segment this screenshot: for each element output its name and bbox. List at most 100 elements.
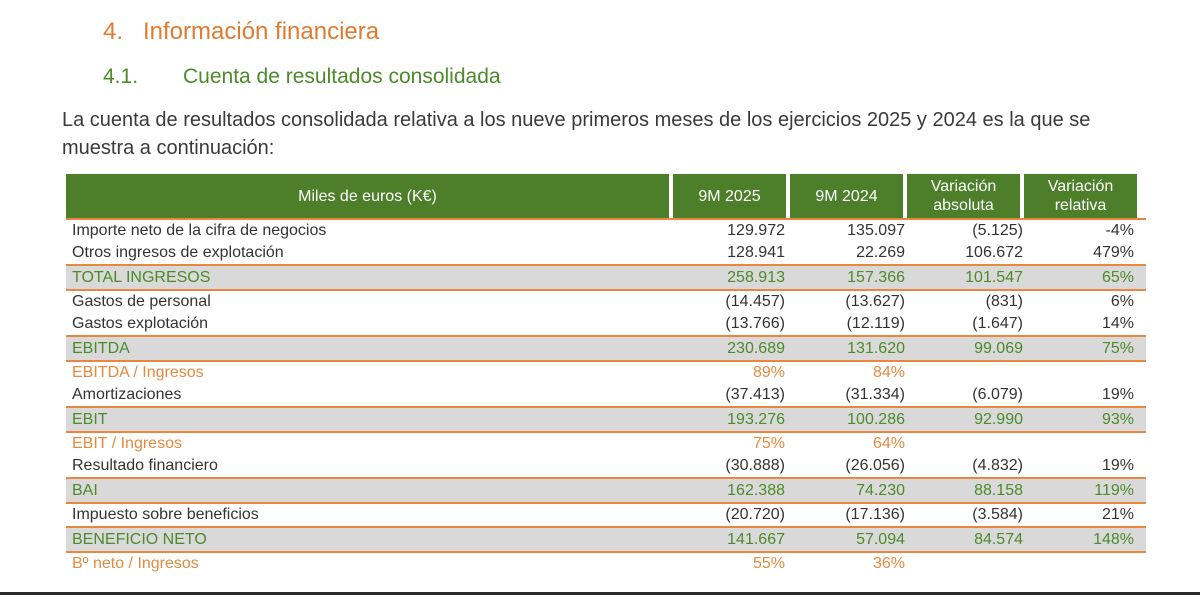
cell-variacion-relativa: 6% — [1110, 293, 1134, 310]
table-body: Importe neto de la cifra de negocios 129.… — [66, 220, 1146, 575]
cell-9m-2024: 74.230 — [856, 481, 905, 499]
table-row: Gastos de personal (14.457) (13.627) (831) 6… — [66, 291, 1146, 313]
row-label: Importe neto de la cifra de negocios — [72, 222, 327, 239]
row-label: EBIT — [72, 410, 108, 428]
cell-9m-2024: (12.119) — [846, 315, 905, 332]
cell-9m-2024: 84% — [872, 364, 905, 381]
row-label: Amortizaciones — [72, 386, 182, 403]
cell-9m-2025: 141.667 — [727, 530, 785, 548]
table-total-row: EBITDA 230.689 131.620 99.069 75% — [66, 335, 1146, 362]
cell-variacion-relativa: 119% — [1094, 481, 1134, 499]
cell-9m-2024: 131.620 — [847, 339, 905, 357]
table-row: Amortizaciones (37.413) (31.334) (6.079) 19% — [66, 384, 1146, 406]
table-total-row: EBIT 193.276 100.286 92.990 93% — [66, 406, 1146, 433]
subsection-number: 4.1. — [103, 65, 139, 88]
header-variacion-absoluta: Variación absoluta — [907, 174, 1020, 218]
section-heading: 4. Información financiera — [103, 18, 379, 46]
header-variacion-relativa: Variación relativa — [1024, 174, 1137, 218]
income-statement-table: Miles de euros (K€) 9M 2025 9M 2024 Vari… — [66, 174, 1146, 575]
table-row: Importe neto de la cifra de negocios 129.… — [66, 220, 1146, 242]
row-label: TOTAL INGRESOS — [72, 268, 211, 286]
cell-9m-2025: 55% — [752, 555, 785, 572]
cell-9m-2025: 89% — [752, 364, 785, 381]
cell-variacion-absoluta: 92.990 — [974, 410, 1023, 428]
cell-variacion-absoluta: (3.584) — [972, 506, 1023, 523]
cell-9m-2025: (37.413) — [725, 386, 785, 403]
cell-9m-2024: 135.097 — [847, 222, 905, 239]
cell-9m-2024: (13.627) — [845, 293, 905, 310]
row-label: Resultado financiero — [72, 457, 218, 474]
cell-9m-2024: 157.366 — [847, 268, 905, 286]
cell-variacion-absoluta: (1.647) — [972, 315, 1023, 332]
cell-9m-2025: 193.276 — [727, 410, 785, 428]
cell-variacion-absoluta: (5.125) — [972, 222, 1023, 239]
cell-variacion-absoluta: 99.069 — [974, 339, 1023, 357]
cell-9m-2024: 100.286 — [847, 410, 905, 428]
table-row: Impuesto sobre beneficios (20.720) (17.136… — [66, 504, 1146, 526]
cell-9m-2024: 22.269 — [856, 244, 905, 261]
cell-9m-2024: (17.136) — [845, 506, 905, 523]
subsection-heading: 4.1. Cuenta de resultados consolidada — [103, 65, 501, 89]
cell-9m-2025: 75% — [752, 435, 785, 452]
cell-9m-2024: 57.094 — [856, 530, 905, 548]
row-label: EBITDA / Ingresos — [72, 364, 204, 381]
cell-variacion-relativa: 21% — [1101, 506, 1134, 523]
cell-9m-2025: 128.941 — [727, 244, 785, 261]
cell-variacion-absoluta: 106.672 — [965, 244, 1023, 261]
cell-variacion-relativa: 65% — [1101, 268, 1134, 286]
cell-variacion-absoluta: 84.574 — [974, 530, 1023, 548]
cell-variacion-absoluta: 101.547 — [965, 268, 1023, 286]
cell-variacion-relativa: 19% — [1101, 457, 1134, 474]
cell-9m-2024: 64% — [872, 435, 905, 452]
table-total-row: BAI 162.388 74.230 88.158 119% — [66, 477, 1146, 504]
table-row: Gastos explotación (13.766) (12.119) (1.647… — [66, 313, 1146, 335]
row-label: Otros ingresos de explotación — [72, 244, 284, 261]
row-label: Impuesto sobre beneficios — [72, 506, 259, 523]
cell-9m-2025: (30.888) — [725, 457, 785, 474]
table-row: EBITDA / Ingresos 89% 84% — [66, 362, 1146, 384]
subsection-title: Cuenta de resultados consolidada — [183, 65, 501, 88]
cell-9m-2025: (13.766) — [725, 315, 785, 332]
row-label: Gastos de personal — [72, 293, 211, 310]
cell-variacion-relativa: 19% — [1101, 386, 1134, 403]
table-row: EBIT / Ingresos 75% 64% — [66, 433, 1146, 455]
row-label: Gastos explotación — [72, 315, 209, 332]
table-row: Bº neto / Ingresos 55% 36% — [66, 553, 1146, 575]
cell-9m-2024: 36% — [872, 555, 905, 572]
cell-9m-2025: 129.972 — [727, 222, 785, 239]
row-label: BENEFICIO NETO — [72, 530, 207, 548]
section-title: Información financiera — [143, 18, 380, 45]
row-label: EBIT / Ingresos — [72, 435, 182, 452]
intro-paragraph: La cuenta de resultados consolidada rela… — [62, 109, 1091, 159]
section-number: 4. — [103, 18, 124, 45]
table-row: Otros ingresos de explotación 128.941 22.2… — [66, 242, 1146, 264]
cell-9m-2025: (14.457) — [725, 293, 785, 310]
header-label: Miles de euros (K€) — [66, 174, 669, 218]
cell-variacion-relativa: -4% — [1105, 222, 1134, 239]
cell-variacion-relativa: 148% — [1093, 530, 1134, 548]
cell-variacion-relativa: 14% — [1101, 315, 1134, 332]
cell-variacion-absoluta: (4.832) — [972, 457, 1023, 474]
row-label: EBITDA — [72, 339, 130, 357]
cell-9m-2025: 162.388 — [727, 481, 785, 499]
row-label: BAI — [72, 481, 98, 499]
cell-variacion-relativa: 75% — [1101, 339, 1134, 357]
table-total-row: BENEFICIO NETO 141.667 57.094 84.574 148% — [66, 526, 1146, 553]
table-row: Resultado financiero (30.888) (26.056) (4.8… — [66, 455, 1146, 477]
cell-variacion-absoluta: (6.079) — [972, 386, 1023, 403]
cell-variacion-relativa: 479% — [1093, 244, 1134, 261]
table-total-row: TOTAL INGRESOS 258.913 157.366 101.547 65% — [66, 264, 1146, 291]
cell-variacion-absoluta: (831) — [985, 293, 1023, 310]
cell-9m-2025: 230.689 — [727, 339, 785, 357]
cell-9m-2025: (20.720) — [725, 506, 785, 523]
cell-variacion-relativa: 93% — [1101, 410, 1134, 428]
cell-variacion-absoluta: 88.158 — [974, 481, 1023, 499]
row-label: Bº neto / Ingresos — [72, 555, 199, 572]
cell-9m-2025: 258.913 — [727, 268, 785, 286]
page-bottom-border — [0, 592, 1200, 595]
table-header-row: Miles de euros (K€) 9M 2025 9M 2024 Vari… — [66, 174, 1146, 218]
cell-9m-2024: (26.056) — [845, 457, 905, 474]
cell-9m-2024: (31.334) — [845, 386, 905, 403]
header-9m-2024: 9M 2024 — [790, 174, 903, 218]
header-9m-2025: 9M 2025 — [673, 174, 786, 218]
